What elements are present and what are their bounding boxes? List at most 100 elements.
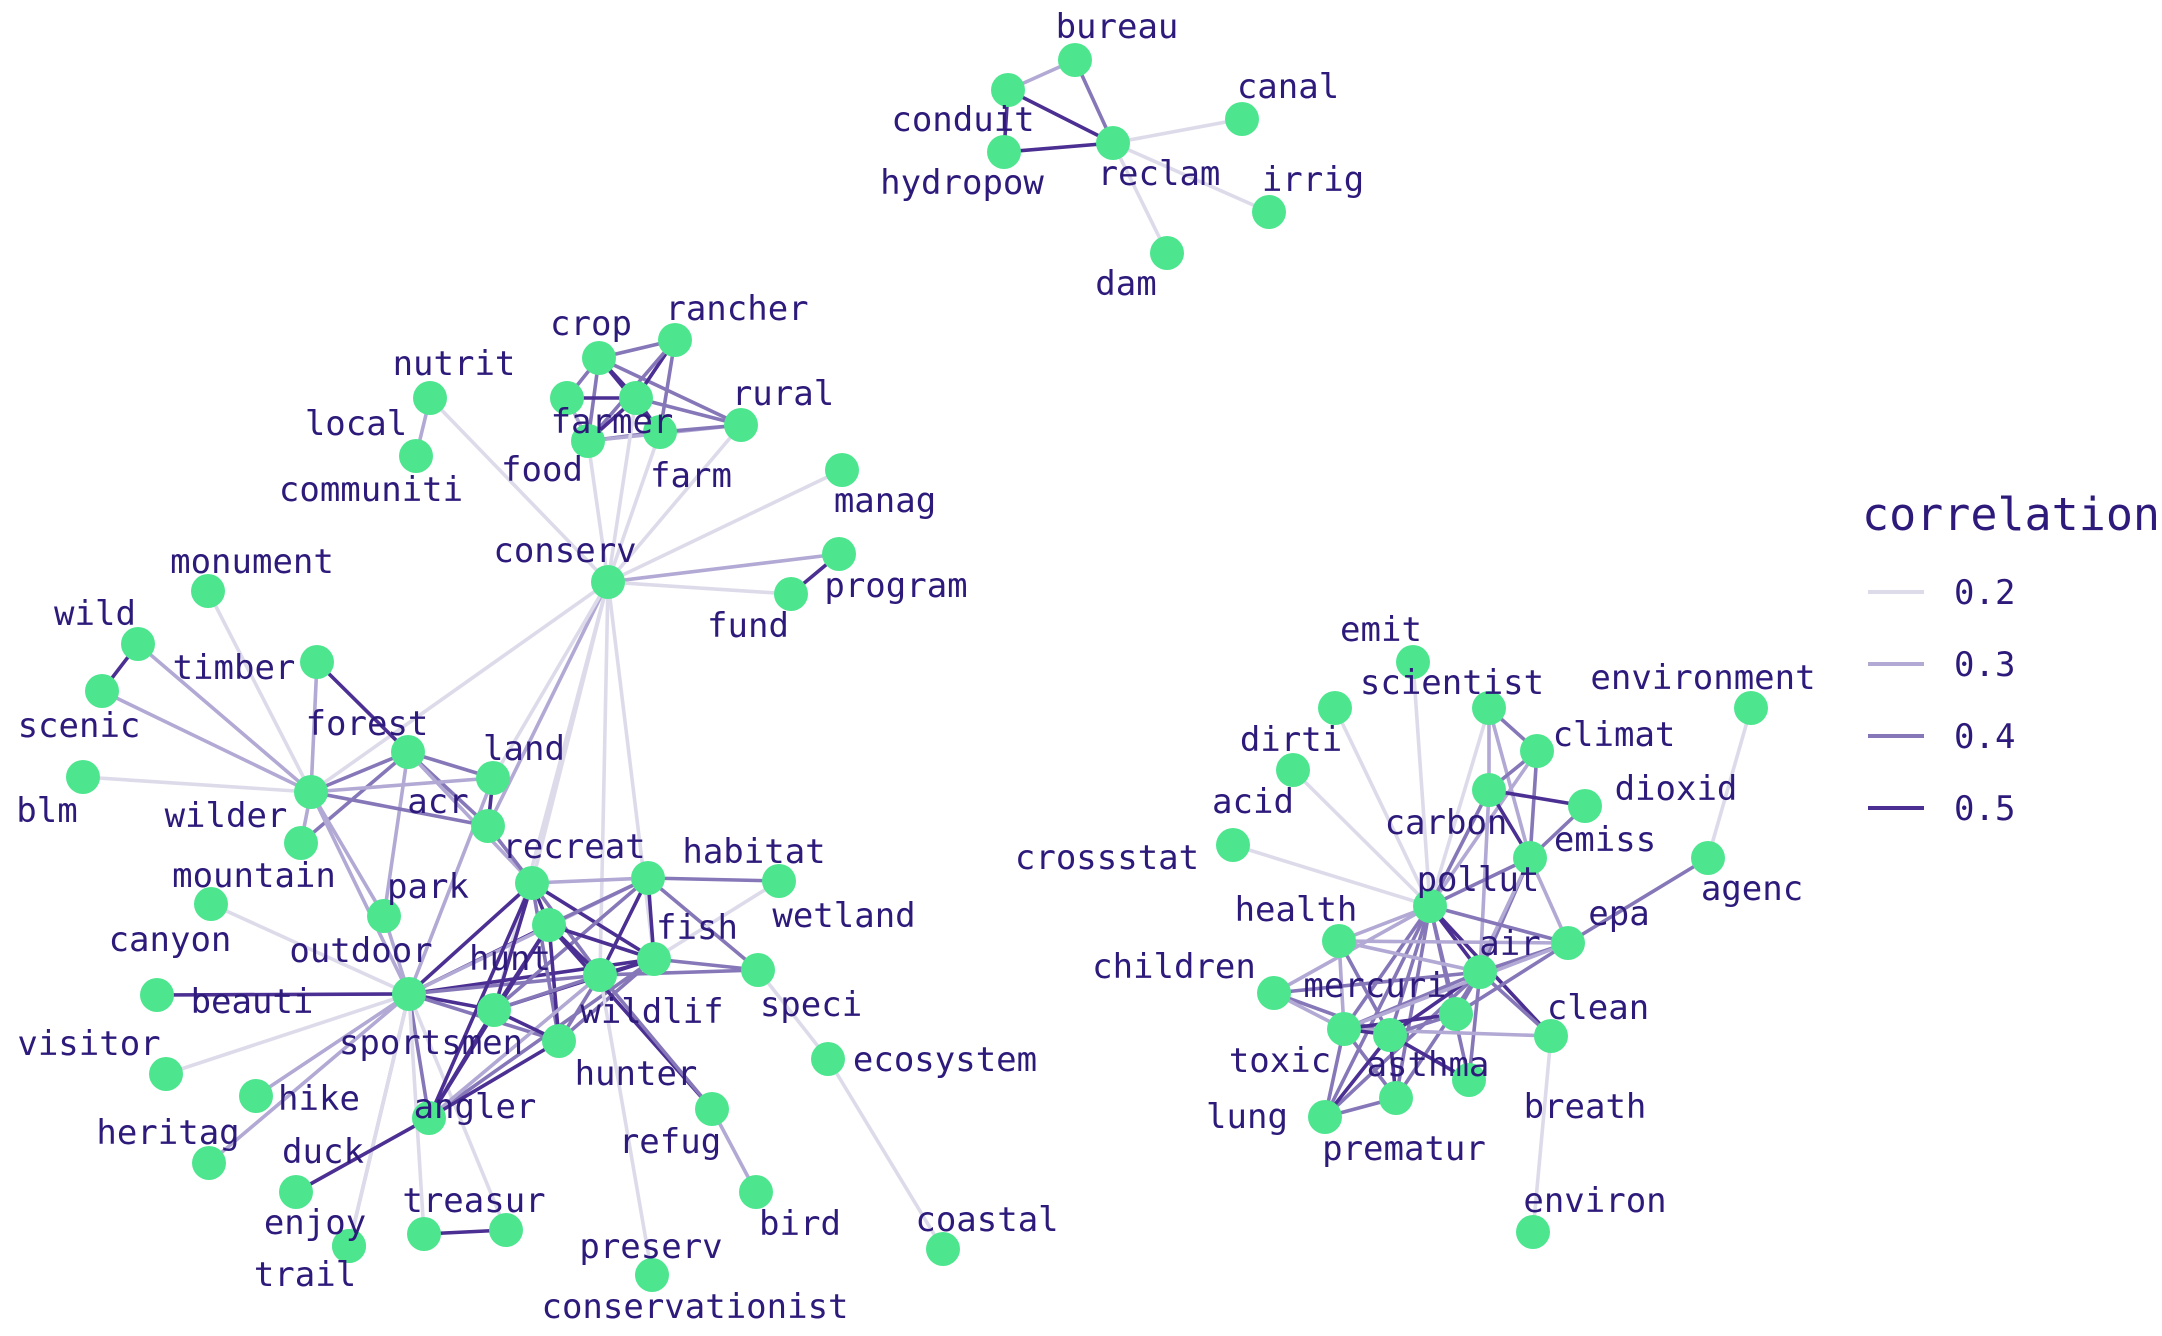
edge-asthma-lung: [1323, 1033, 1392, 1119]
node-label-pollut: pollut: [1417, 860, 1540, 900]
edge-crossstat-pollut: [1231, 843, 1432, 908]
node-lung: [1308, 1100, 1342, 1134]
node-conduit: [991, 73, 1025, 107]
node-dam: [1150, 236, 1184, 270]
node-label-timber: timber: [173, 648, 296, 688]
node-bird: [739, 1175, 773, 1209]
node-label-land: land: [483, 729, 565, 769]
node-label-climat: climat: [1553, 715, 1676, 755]
node-duck: [279, 1175, 313, 1209]
node-sportsmen: [477, 993, 511, 1027]
edge-habitat-wetland: [646, 876, 781, 883]
node-rural: [724, 408, 758, 442]
edge-scientist-pollut: [1428, 706, 1491, 908]
node-recreat: [515, 866, 549, 900]
edge-emit-pollut: [1411, 660, 1432, 908]
legend-label-0.4: 0.4: [1954, 717, 2015, 757]
edge-forest-wilder: [309, 750, 410, 794]
node-toxic: [1327, 1012, 1361, 1046]
edge-hydropow-reclam: [1002, 141, 1115, 154]
edge-hunt-hunter: [547, 923, 561, 1043]
node-label-agenc: agenc: [1701, 869, 1803, 909]
edge-habitat-wildlif: [598, 876, 650, 977]
node-label-bureau: bureau: [1056, 7, 1179, 47]
node-speci: [741, 953, 775, 987]
node-dirti: [1318, 691, 1352, 725]
node-trail: [332, 1229, 366, 1263]
edge-speci-ecosystem: [756, 968, 830, 1061]
node-label-fund: fund: [707, 606, 789, 646]
edge-conserv-sportsmen: [492, 580, 610, 1012]
edge-reclam-canal: [1111, 117, 1244, 145]
edge-wildlif-sportsmen: [492, 973, 602, 1012]
node-label-crop: crop: [550, 304, 632, 344]
node-environment: [1734, 691, 1768, 725]
node-label-mercuri: mercuri: [1303, 966, 1446, 1006]
edge-fish-wetland: [652, 879, 781, 961]
node-monument: [191, 574, 225, 608]
legend-label-0.5: 0.5: [1954, 789, 2015, 829]
node-label-park: park: [387, 867, 469, 907]
edge-visitor-outdoor: [164, 992, 411, 1076]
node-label-emiss: emiss: [1554, 820, 1656, 860]
legend: correlation 0.2 0.3 0.4 0.5: [1862, 488, 2160, 829]
node-preserv: [489, 1213, 523, 1247]
node-angler: [412, 1101, 446, 1135]
node-dioxid: [1568, 789, 1602, 823]
node-label-speci: speci: [760, 985, 862, 1025]
node-ecosystem: [811, 1042, 845, 1076]
edge-health-epa: [1337, 939, 1570, 945]
node-beauti: [140, 978, 174, 1012]
edge-outdoor-recreat: [407, 881, 534, 996]
node-prematur: [1379, 1081, 1413, 1115]
node-label-environment: environment: [1590, 658, 1815, 698]
node-label-wetland: wetland: [772, 896, 915, 936]
edge-fish-hunt: [547, 923, 656, 961]
node-fish: [637, 942, 671, 976]
edge-crop-rural: [597, 356, 743, 427]
node-scientist: [1472, 691, 1506, 725]
edge-dirti-pollut: [1333, 706, 1432, 908]
edge-habitat-sportsmen: [492, 876, 650, 1012]
node-scenic: [85, 674, 119, 708]
node-rancher: [658, 323, 692, 357]
node-label-environ: environ: [1523, 1181, 1666, 1221]
edge-pollut-asthma: [1388, 904, 1432, 1037]
node-acid: [1276, 753, 1310, 787]
node-label-reclam: reclam: [1098, 154, 1221, 194]
legend-items: 0.2 0.3 0.4 0.5: [1868, 573, 2015, 829]
node-program: [822, 537, 856, 571]
node-hunt: [532, 908, 566, 942]
node-label-local: local: [305, 404, 407, 444]
edge-conserv-wildlif: [598, 580, 610, 977]
node-label-hike: hike: [278, 1079, 360, 1119]
node-label-coastal: coastal: [915, 1200, 1058, 1240]
node-label-canal: canal: [1237, 67, 1339, 107]
node-canyon: [194, 887, 228, 921]
node-nutrit: [550, 381, 584, 415]
edge-habitat-speci: [646, 876, 760, 972]
node-label-wild: wild: [54, 594, 136, 634]
node-layer: [66, 43, 1768, 1292]
edge-scenic-wilder: [100, 689, 313, 794]
node-acr: [471, 809, 505, 843]
node-label-conserv: conserv: [493, 531, 636, 571]
edge-pollut-epa: [1428, 904, 1570, 945]
edge-farmer-rural: [634, 396, 743, 427]
node-breath: [1452, 1063, 1486, 1097]
node-conserv: [591, 565, 625, 599]
node-wetland: [762, 864, 796, 898]
node-crop: [582, 341, 616, 375]
edge-hike-outdoor: [254, 992, 411, 1098]
node-label-beauti: beauti: [191, 982, 314, 1022]
node-label-lung: lung: [1206, 1097, 1288, 1137]
node-epa: [1551, 926, 1585, 960]
node-asthma: [1373, 1018, 1407, 1052]
node-land: [476, 761, 510, 795]
node-label-trail: trail: [254, 1255, 356, 1295]
node-label-blm: blm: [16, 791, 77, 831]
edge-wildlif-angler: [427, 973, 602, 1120]
node-label-rancher: rancher: [665, 289, 808, 329]
node-crossstat: [1216, 828, 1250, 862]
